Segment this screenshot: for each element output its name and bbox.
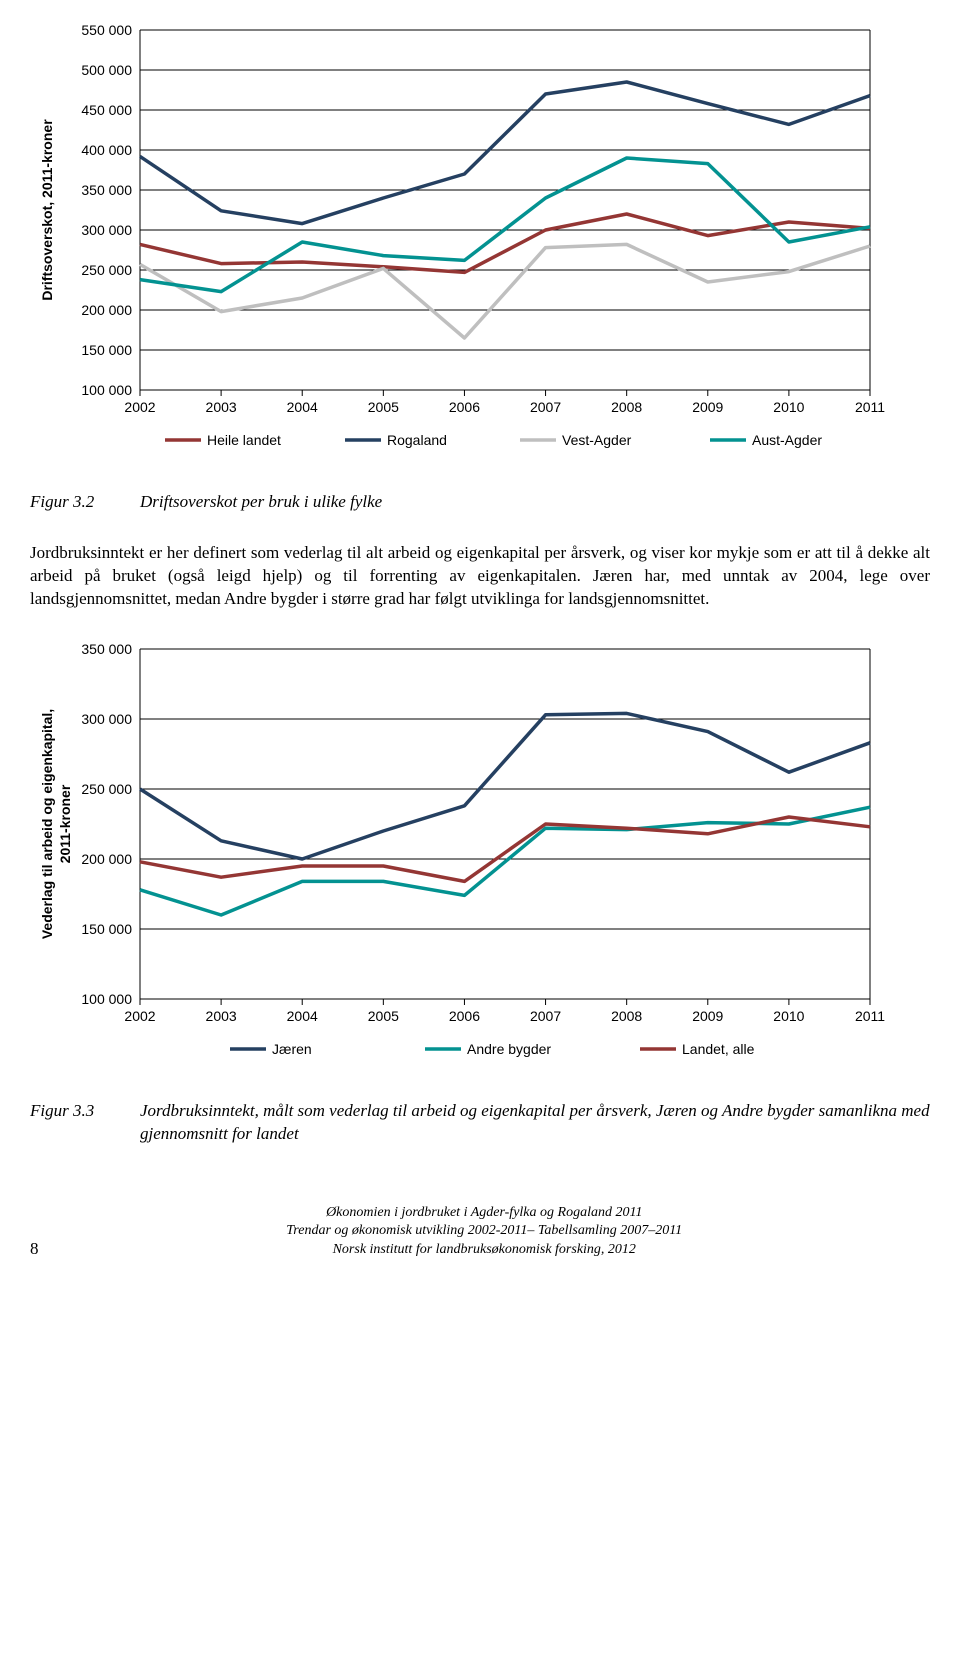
svg-text:150 000: 150 000: [81, 921, 132, 937]
chart-2: 100 000 150 000 200 000 250 000 300 000 350 0…: [30, 639, 930, 1069]
svg-text:250 000: 250 000: [81, 262, 132, 278]
svg-text:150 000: 150 000: [81, 342, 132, 358]
svg-text:2011: 2011: [855, 399, 885, 415]
svg-text:2009: 2009: [692, 399, 723, 415]
svg-text:2007: 2007: [530, 399, 561, 415]
svg-text:2010: 2010: [773, 1008, 804, 1024]
body-paragraph: Jordbruksinntekt er her definert som ved…: [30, 542, 930, 611]
svg-text:2008: 2008: [611, 399, 642, 415]
svg-text:Aust-Agder: Aust-Agder: [752, 432, 822, 448]
svg-text:Vederlag til arbeid og eigenka: Vederlag til arbeid og eigenkapital,: [39, 708, 55, 938]
svg-text:300 000: 300 000: [81, 711, 132, 727]
svg-text:500 000: 500 000: [81, 62, 132, 78]
figure-3-2-caption: Figur 3.2 Driftsoverskot per bruk i ulik…: [30, 490, 930, 514]
svg-text:200 000: 200 000: [81, 851, 132, 867]
svg-text:300 000: 300 000: [81, 222, 132, 238]
svg-text:Vest-Agder: Vest-Agder: [562, 432, 632, 448]
chart-1: 100 000 150 000 200 000 250 000 300 000 350 0…: [30, 20, 930, 460]
svg-text:350 000: 350 000: [81, 641, 132, 657]
footer-line-2: Trendar og økonomisk utvikling 2002-2011…: [39, 1222, 931, 1240]
svg-text:200 000: 200 000: [81, 302, 132, 318]
figure-3-2-label: Figur 3.2: [30, 490, 140, 514]
footer-line-3: Norsk institutt for landbruksøkonomisk f…: [39, 1241, 931, 1259]
chart-1-svg: 100 000 150 000 200 000 250 000 300 000 350 0…: [30, 20, 890, 460]
svg-text:2002: 2002: [124, 1008, 155, 1024]
svg-text:Landet, alle: Landet, alle: [682, 1041, 755, 1057]
chart-2-svg: 100 000 150 000 200 000 250 000 300 000 350 0…: [30, 639, 890, 1069]
svg-text:350 000: 350 000: [81, 182, 132, 198]
figure-3-3-label: Figur 3.3: [30, 1099, 140, 1147]
svg-text:2004: 2004: [287, 399, 318, 415]
svg-text:2006: 2006: [449, 1008, 480, 1024]
svg-text:Jæren: Jæren: [272, 1041, 312, 1057]
svg-text:2006: 2006: [449, 399, 480, 415]
figure-3-3-caption: Figur 3.3 Jordbruksinntekt, målt som ved…: [30, 1099, 930, 1147]
svg-text:450 000: 450 000: [81, 102, 132, 118]
svg-text:Heile landet: Heile landet: [207, 432, 281, 448]
svg-text:400 000: 400 000: [81, 142, 132, 158]
svg-text:Andre bygder: Andre bygder: [467, 1041, 551, 1057]
svg-text:2011: 2011: [855, 1008, 885, 1024]
svg-text:550 000: 550 000: [81, 22, 132, 38]
svg-text:2007: 2007: [530, 1008, 561, 1024]
svg-text:2008: 2008: [611, 1008, 642, 1024]
page-number: 8: [30, 1239, 39, 1259]
svg-text:100 000: 100 000: [81, 382, 132, 398]
figure-3-3-text: Jordbruksinntekt, målt som vederlag til …: [140, 1099, 930, 1147]
svg-text:2003: 2003: [206, 1008, 237, 1024]
svg-text:2005: 2005: [368, 1008, 399, 1024]
svg-text:2005: 2005: [368, 399, 399, 415]
svg-text:100 000: 100 000: [81, 991, 132, 1007]
svg-text:250 000: 250 000: [81, 781, 132, 797]
svg-text:2002: 2002: [124, 399, 155, 415]
svg-text:2011-kroner: 2011-kroner: [57, 784, 73, 863]
svg-text:2010: 2010: [773, 399, 804, 415]
footer-line-1: Økonomien i jordbruket i Agder-fylka og …: [39, 1204, 931, 1222]
figure-3-2-text: Driftsoverskot per bruk i ulike fylke: [140, 490, 930, 514]
page-footer: Økonomien i jordbruket i Agder-fylka og …: [39, 1204, 931, 1259]
svg-text:2009: 2009: [692, 1008, 723, 1024]
svg-text:Rogaland: Rogaland: [387, 432, 447, 448]
svg-text:Driftsoverskot, 2011-kroner: Driftsoverskot, 2011-kroner: [39, 119, 55, 301]
svg-text:2004: 2004: [287, 1008, 318, 1024]
svg-text:2003: 2003: [206, 399, 237, 415]
